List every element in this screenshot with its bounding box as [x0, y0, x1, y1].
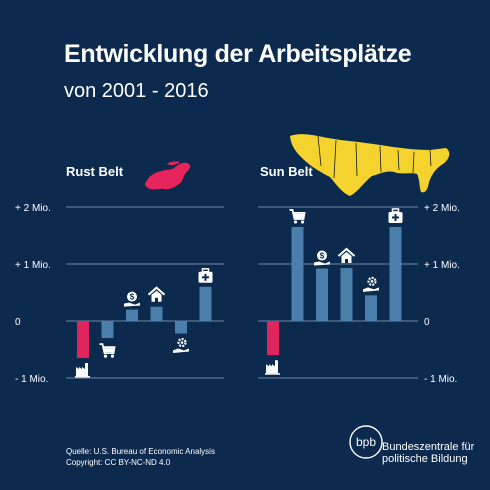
- bar-medical-case: [389, 226, 402, 321]
- sun-belt-map: [290, 134, 450, 196]
- y-tick-label: + 1 Mio.: [15, 260, 51, 271]
- gear-hand-icon: [363, 276, 379, 292]
- factory-icon: [75, 363, 90, 378]
- bar-house: [150, 306, 163, 321]
- medical-case-icon: [198, 268, 213, 283]
- factory-icon: [265, 360, 280, 375]
- bar-gear-hand: [175, 321, 187, 334]
- cart-icon: [99, 343, 116, 358]
- organization-line-1: Bundeszentrale für: [382, 441, 475, 453]
- bar-factory: [77, 321, 89, 359]
- money-hand-icon: $: [314, 250, 330, 266]
- source-note: Quelle: U.S. Bureau of Economic Analysis…: [66, 446, 215, 468]
- page-title: Entwicklung der Arbeitsplätze: [64, 40, 412, 68]
- bar-medical-case: [199, 286, 212, 321]
- svg-text:bpb: bpb: [356, 435, 376, 449]
- panel-title-rust: Rust Belt: [66, 164, 124, 179]
- y-tick-label: - 1 Mio.: [424, 374, 457, 385]
- house-icon: [147, 286, 166, 302]
- bar-factory: [267, 321, 279, 356]
- bar-cart: [291, 226, 304, 321]
- license-line: Copyright: CC BY-NC-ND 4.0: [66, 458, 171, 467]
- organization-name: Bundeszentrale für politische Bildung: [382, 441, 474, 465]
- y-tick-label: + 2 Mio.: [424, 203, 460, 214]
- bar-money-hand: [316, 268, 328, 321]
- y-tick-label: - 1 Mio.: [15, 374, 48, 385]
- panel-title-sun: Sun Belt: [260, 164, 313, 179]
- y-tick-label: + 2 Mio.: [15, 203, 51, 214]
- y-tick-label: + 1 Mio.: [424, 260, 460, 271]
- bar-money-hand: [126, 309, 138, 321]
- organization-line-2: politische Bildung: [382, 453, 468, 465]
- money-hand-icon: $: [124, 291, 140, 307]
- cart-icon: [289, 209, 306, 224]
- house-icon: [337, 247, 356, 263]
- sun-belt-state-borders: [317, 135, 432, 179]
- svg-text:$: $: [130, 293, 135, 302]
- source-line: Quelle: U.S. Bureau of Economic Analysis: [66, 447, 215, 456]
- page-subtitle: von 2001 - 2016: [64, 80, 209, 102]
- gear-hand-icon: [173, 337, 189, 354]
- bar-gear-hand: [365, 295, 377, 321]
- svg-text:$: $: [320, 252, 325, 261]
- medical-case-icon: [388, 208, 403, 223]
- y-tick-label: 0: [15, 317, 21, 328]
- rust-belt-map: [144, 161, 191, 190]
- bar-cart: [101, 321, 114, 339]
- bpb-logo: bpb: [349, 425, 383, 459]
- y-tick-label: 0: [424, 317, 430, 328]
- bar-house: [340, 267, 353, 321]
